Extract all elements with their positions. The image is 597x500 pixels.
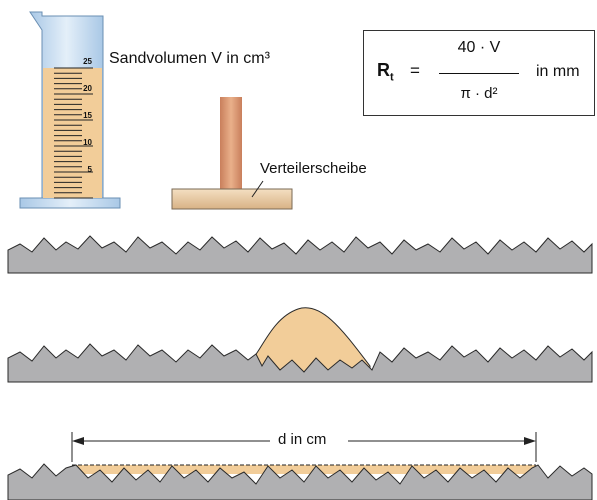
spreader-disc bbox=[171, 97, 293, 210]
measuring-cylinder: 25 20 15 10 5 bbox=[19, 11, 121, 209]
scale-label-20: 20 bbox=[83, 84, 92, 93]
formula-denominator: π · d² bbox=[460, 85, 498, 102]
arrow-right bbox=[524, 437, 536, 445]
rough-surface-2 bbox=[7, 343, 593, 383]
scale-label-5: 5 bbox=[88, 165, 93, 174]
rough-surface-1 bbox=[7, 235, 593, 274]
spreader-disc-pointer bbox=[251, 180, 264, 198]
formula-numerator: 40 · V bbox=[457, 39, 501, 56]
cylinder-graduation bbox=[54, 67, 93, 199]
scale-label-10: 10 bbox=[83, 138, 92, 147]
fraction-bar bbox=[439, 73, 519, 74]
scale-label-15: 15 bbox=[83, 111, 92, 120]
diameter-label: d in cm bbox=[278, 431, 327, 448]
spreader-disc-label: Verteilerscheibe bbox=[260, 160, 367, 177]
spreader-disc-stem bbox=[220, 97, 242, 190]
sand-in-cylinder bbox=[43, 68, 102, 198]
formula-unit: in mm bbox=[536, 63, 580, 80]
diameter-dimension bbox=[71, 432, 537, 462]
scale-label-25: 25 bbox=[83, 57, 92, 66]
formula-box: Rt = 40 · V π · d² in mm bbox=[363, 30, 595, 116]
sand-volume-label: Sandvolumen V in cm³ bbox=[109, 50, 270, 67]
sand-fill bbox=[72, 465, 536, 474]
arrow-left bbox=[72, 437, 84, 445]
formula-equals: = bbox=[410, 61, 420, 80]
rough-surface-3 bbox=[7, 463, 593, 500]
formula-subscript: t bbox=[390, 71, 394, 84]
formula-symbol: Rt bbox=[377, 60, 394, 84]
spreader-disc-base bbox=[171, 188, 293, 210]
sand-heap bbox=[249, 307, 371, 373]
